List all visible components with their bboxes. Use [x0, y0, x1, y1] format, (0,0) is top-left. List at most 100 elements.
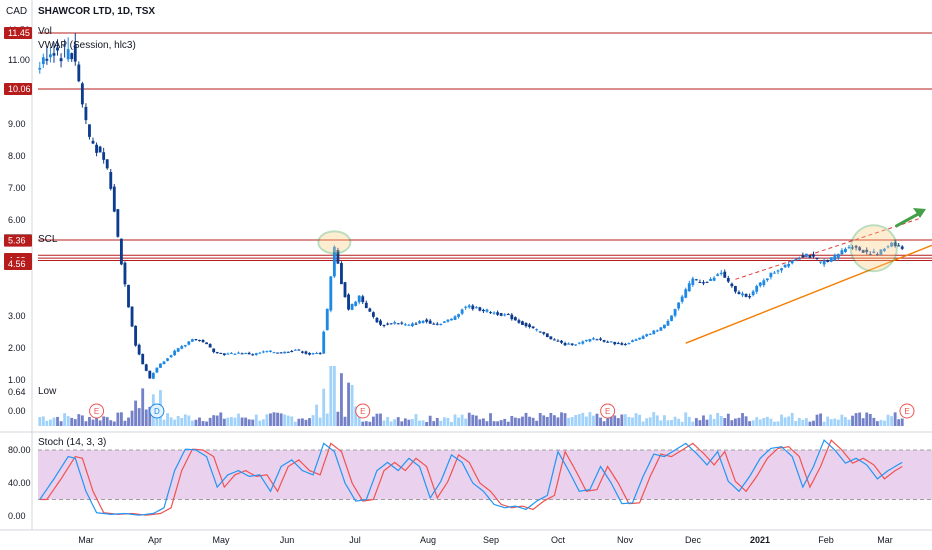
volume-bar	[98, 420, 102, 426]
candle-body	[478, 307, 482, 311]
volume-bar	[386, 417, 390, 426]
candle-body	[726, 278, 730, 282]
month-label-Dec: Dec	[685, 535, 702, 545]
volume-bar	[286, 415, 290, 426]
volume-bar	[836, 419, 840, 426]
price-axis: 11.00 9.00 8.00 7.00 6.00 3.00 2.00 1.00 0.00 11.…	[4, 25, 32, 521]
volume-bar	[411, 419, 414, 426]
volume-bar	[613, 415, 617, 426]
volume-bar	[900, 418, 904, 426]
volume-bar	[45, 420, 49, 426]
candle-body	[183, 345, 187, 347]
volume-bar	[883, 420, 886, 426]
volume-bar	[254, 414, 258, 426]
volume-bar	[198, 417, 201, 426]
price-label-0.64: 0.64	[8, 387, 26, 397]
dividend-marker	[149, 403, 165, 419]
volume-bar	[450, 421, 453, 426]
candle-body	[513, 317, 517, 321]
candle-body	[854, 245, 858, 248]
candle-body	[38, 67, 42, 70]
candle-body	[251, 354, 255, 356]
volume-bar	[680, 421, 684, 426]
volume-bar	[801, 419, 805, 426]
candle-body	[80, 83, 84, 105]
volume-bar	[556, 417, 560, 426]
volume-bar	[176, 415, 180, 426]
candle-body	[329, 276, 333, 311]
volume-bar	[677, 418, 681, 426]
candle-body	[748, 296, 752, 298]
volume-bar	[787, 416, 791, 426]
candle-body	[450, 318, 453, 321]
candle-body	[655, 330, 659, 332]
candle-body	[549, 336, 553, 340]
volume-bar	[414, 414, 418, 426]
candle-body	[552, 339, 556, 341]
trendlines	[685, 217, 932, 344]
candle-body	[702, 282, 705, 284]
volume-bar	[421, 420, 425, 426]
volume-bar	[620, 414, 624, 426]
stoch-k-line	[39, 439, 903, 516]
volume-bar	[141, 388, 145, 426]
candle-body	[485, 309, 489, 312]
month-label-May: May	[212, 535, 230, 545]
volume-bar	[698, 420, 702, 426]
volume-bar	[730, 420, 734, 426]
volume-bar	[467, 412, 471, 426]
candle-body	[602, 340, 606, 342]
volume-bar	[144, 409, 148, 426]
candle-body	[393, 322, 397, 324]
volume-bar	[482, 418, 485, 426]
candle-body	[432, 323, 436, 325]
volume-bar	[496, 421, 500, 426]
volume-bar	[283, 414, 287, 426]
candle-body	[375, 317, 379, 323]
volume-bar	[886, 414, 890, 426]
candle-body	[290, 351, 294, 353]
candle-body	[52, 53, 56, 56]
volume-bar	[442, 417, 446, 426]
volume-bar	[545, 417, 549, 426]
candle-body	[733, 286, 737, 292]
volume-bar	[521, 416, 524, 426]
volume-bar	[712, 418, 716, 426]
candle-body	[787, 263, 791, 267]
volume-bar	[428, 415, 432, 426]
volume-bar	[851, 415, 854, 426]
volume-bar	[705, 419, 709, 426]
month-label-Mar: Mar	[78, 535, 94, 545]
earnings-marker	[355, 403, 371, 419]
candle-body	[421, 320, 425, 323]
candle-body	[315, 352, 319, 354]
earnings-marker	[899, 403, 915, 419]
volume-bar	[560, 412, 563, 426]
volume-bar	[247, 419, 251, 426]
candle-body	[198, 340, 201, 342]
resistance-levels	[38, 32, 932, 261]
candle-body	[606, 341, 610, 343]
price-tick-label: 0.00	[8, 406, 26, 416]
candle-body	[382, 324, 386, 326]
candle-body	[98, 146, 102, 153]
volume-bar	[293, 421, 297, 426]
volume-bar	[116, 412, 120, 426]
candle-body	[833, 255, 837, 261]
candle-body	[865, 249, 869, 253]
volume-bar	[102, 416, 106, 426]
volume-bar	[872, 417, 876, 426]
volume-bar	[471, 414, 475, 426]
candle-body	[389, 323, 393, 325]
volume-bar	[212, 415, 216, 426]
candle-body	[240, 353, 244, 355]
candle-body	[815, 257, 819, 259]
volume-bar	[318, 417, 322, 426]
volume-bar	[371, 416, 375, 426]
volume-bar	[808, 421, 812, 426]
stoch-label: Stoch (14, 3, 3)	[38, 437, 107, 448]
candle-body	[577, 342, 581, 344]
candle-body	[886, 246, 890, 248]
volume-bar	[439, 420, 443, 426]
